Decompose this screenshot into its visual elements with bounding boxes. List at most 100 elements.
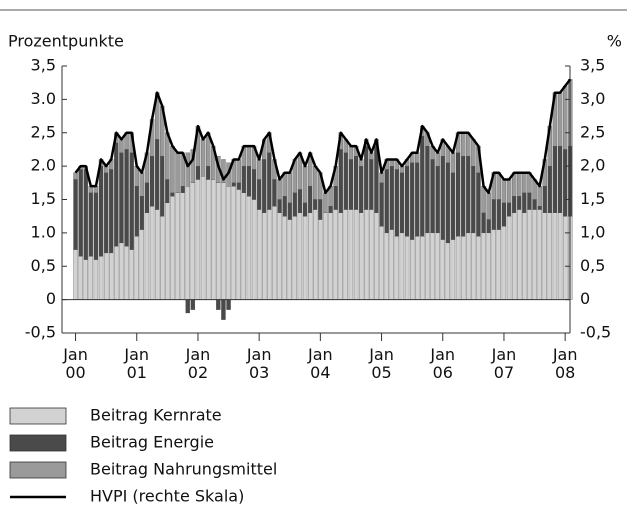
bar-segment: [134, 236, 139, 300]
bar-segment: [282, 196, 287, 217]
bar-segment: [557, 212, 563, 300]
bar-segment: [134, 185, 139, 237]
bar-segment: [287, 172, 292, 203]
y2-tick-label: 1,0: [580, 222, 605, 241]
bar-segment: [190, 182, 196, 300]
x-tick-label-line: Jan: [552, 345, 578, 364]
bar-segment: [445, 242, 451, 300]
bar-segment: [511, 212, 517, 300]
bar-segment: [93, 192, 99, 260]
x-tick-label-line: Jan: [429, 345, 455, 364]
bar-segment: [532, 199, 537, 210]
bar-segment: [313, 165, 318, 200]
bar-segment: [282, 216, 287, 300]
bar-segment: [471, 232, 476, 300]
bar-segment: [369, 159, 374, 210]
bar-segment: [180, 192, 185, 300]
bar-segment: [262, 159, 267, 213]
bar-segment: [114, 246, 119, 300]
bar-segment: [73, 179, 78, 250]
bar-segment: [486, 219, 491, 234]
bar-segment: [313, 209, 318, 300]
bar-segment: [98, 256, 104, 300]
bar-segment: [256, 159, 262, 180]
y2-tick-label: 2,0: [580, 156, 605, 175]
bar-segment: [562, 216, 568, 300]
bar-segment: [277, 199, 282, 213]
x-tick-label-line: Jan: [185, 345, 211, 364]
bar-segment: [460, 236, 466, 300]
x-tick-label-line: 07: [494, 363, 514, 382]
bar-segment: [527, 209, 532, 300]
bar-segment: [139, 172, 145, 197]
bar-segment: [216, 182, 221, 300]
y-tick-label: 3.0: [31, 89, 56, 108]
bar-segment: [455, 152, 461, 237]
bar-segment: [343, 209, 349, 300]
bar-segment: [129, 249, 134, 300]
bar-segment: [409, 239, 415, 300]
bar-segment: [318, 199, 323, 220]
bar-segment: [338, 212, 343, 300]
bar-segment: [358, 212, 364, 300]
bar-segment: [246, 145, 252, 167]
bar-segment: [348, 145, 354, 160]
bar-segment: [83, 169, 88, 260]
bar-segment: [256, 179, 262, 210]
bar-segment: [267, 209, 272, 300]
legend-swatch: [9, 434, 67, 452]
bar-segment: [374, 212, 379, 300]
bar-segment: [404, 165, 410, 237]
bar-segment: [384, 232, 389, 300]
x-tick-label-line: 06: [433, 363, 453, 382]
bar-segment: [318, 219, 323, 300]
bar-segment: [435, 152, 440, 167]
x-tick-label: Jan 07: [491, 345, 517, 382]
legend-label: HVPI (rechte Skala): [90, 487, 244, 506]
y2-tick-label: 3,0: [580, 89, 605, 108]
x-tick-label: Jan 03: [246, 345, 272, 382]
bar-segment: [450, 152, 456, 173]
y-tick-label: 3,5: [31, 56, 56, 75]
bar-segment: [195, 165, 201, 180]
bar-segment: [486, 232, 491, 300]
bar-segment: [302, 216, 308, 300]
legend-label: Beitrag Kernrate: [90, 406, 222, 425]
bar-segment: [445, 162, 451, 244]
bar-segment: [501, 179, 507, 203]
bar-segment: [364, 209, 369, 300]
bar-segment: [165, 202, 170, 300]
bar-segment: [415, 236, 420, 300]
legend-label: Beitrag Nahrungsmittel: [90, 460, 277, 479]
bar-segment: [333, 209, 338, 300]
bar-segment: [364, 145, 369, 210]
bar-segment: [506, 216, 512, 300]
y2-axis-label: %: [607, 32, 622, 51]
x-tick-label-line: 00: [65, 363, 85, 382]
y-tick-label: 2.0: [31, 156, 56, 175]
bar-segment: [547, 212, 553, 300]
bar-segment: [481, 232, 486, 300]
bar-segment: [205, 165, 211, 180]
bar-segment: [165, 179, 170, 203]
x-tick-label-line: 08: [555, 363, 575, 382]
bar-segment: [307, 212, 313, 300]
x-tick-label: Jan 00: [62, 345, 88, 382]
bar-segment: [328, 206, 333, 214]
bar-segment: [78, 256, 83, 300]
x-tick-label-line: Jan: [491, 345, 517, 364]
bar-segment: [297, 189, 303, 214]
bar-segment: [394, 169, 400, 237]
bar-segment: [537, 209, 542, 300]
bar-segment: [527, 192, 532, 210]
bar-segment: [435, 232, 440, 300]
bar-segment: [292, 192, 298, 217]
bar-segment: [517, 209, 522, 300]
bar-segment: [292, 216, 298, 300]
x-tick-label-line: 03: [249, 363, 269, 382]
x-tick-label: Jan 02: [185, 345, 211, 382]
bar-segment: [114, 142, 119, 247]
bar-segment: [496, 229, 502, 300]
bar-segment: [404, 236, 410, 300]
